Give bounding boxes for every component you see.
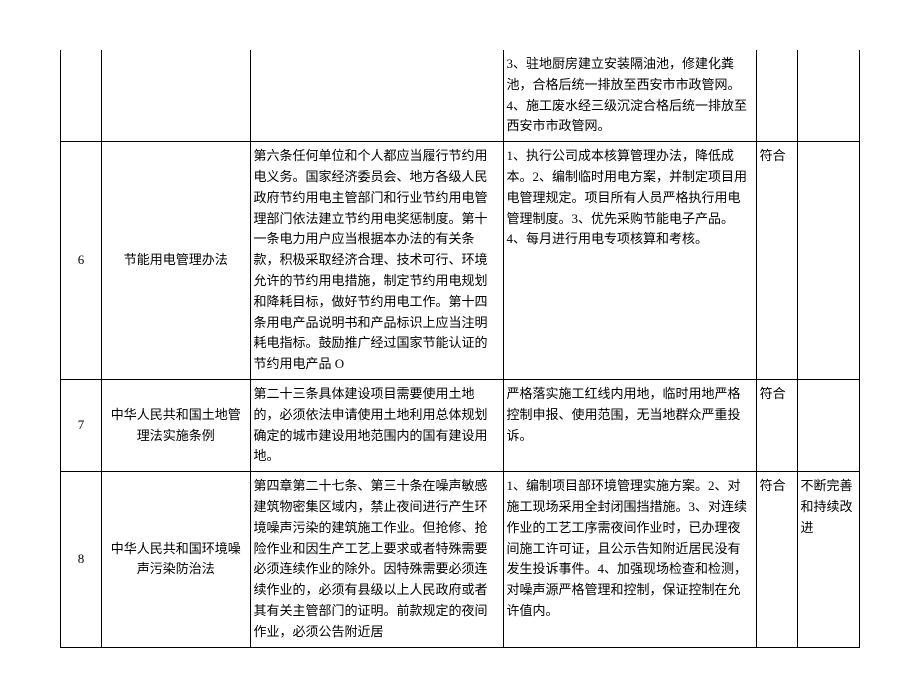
regulation-name	[101, 50, 250, 142]
compliance-status	[756, 50, 797, 142]
regulation-name: 中华人民共和国土地管理法实施条例	[101, 379, 250, 471]
note-text: 不断完善和持续改进	[797, 472, 860, 647]
measure-text: 1、编制项目部环境管理实施方案。2、对施工现场采用全封闭围挡措施。3、对连续作业…	[503, 472, 756, 647]
compliance-status: 符合	[756, 379, 797, 471]
regulation-name: 中华人民共和国环境噪声污染防治法	[101, 472, 250, 647]
table-row: 3、驻地厨房建立安装隔油池，修建化粪池，合格后统一排放至西安市市政管网。4、施工…	[61, 50, 860, 142]
law-text: 第二十三条具体建设项目需要使用土地的，必须依法申请使用土地利用总体规划确定的城市…	[250, 379, 503, 471]
compliance-status: 符合	[756, 472, 797, 647]
table-row: 7中华人民共和国土地管理法实施条例第二十三条具体建设项目需要使用土地的，必须依法…	[61, 379, 860, 471]
note-text	[797, 379, 860, 471]
note-text	[797, 142, 860, 380]
measure-text: 严格落实施工红线内用地，临时用地严格控制申报、使用范围，无当地群众严重投诉。	[503, 379, 756, 471]
row-index: 8	[61, 472, 102, 647]
regulations-table: 3、驻地厨房建立安装隔油池，修建化粪池，合格后统一排放至西安市市政管网。4、施工…	[60, 50, 860, 648]
regulation-name: 节能用电管理办法	[101, 142, 250, 380]
row-index: 6	[61, 142, 102, 380]
law-text	[250, 50, 503, 142]
measure-text: 1、执行公司成本核算管理办法，降低成本。2、编制临时用电方案，并制定项目用电管理…	[503, 142, 756, 380]
table-row: 6节能用电管理办法第六条任何单位和个人都应当履行节约用电义务。国家经济委员会、地…	[61, 142, 860, 380]
row-index	[61, 50, 102, 142]
table-row: 8中华人民共和国环境噪声污染防治法第四章第二十七条、第三十条在噪声敏感建筑物密集…	[61, 472, 860, 647]
note-text	[797, 50, 860, 142]
law-text: 第六条任何单位和个人都应当履行节约用电义务。国家经济委员会、地方各级人民政府节约…	[250, 142, 503, 380]
law-text: 第四章第二十七条、第三十条在噪声敏感建筑物密集区域内，禁止夜间进行产生环境噪声污…	[250, 472, 503, 647]
compliance-status: 符合	[756, 142, 797, 380]
row-index: 7	[61, 379, 102, 471]
measure-text: 3、驻地厨房建立安装隔油池，修建化粪池，合格后统一排放至西安市市政管网。4、施工…	[503, 50, 756, 142]
